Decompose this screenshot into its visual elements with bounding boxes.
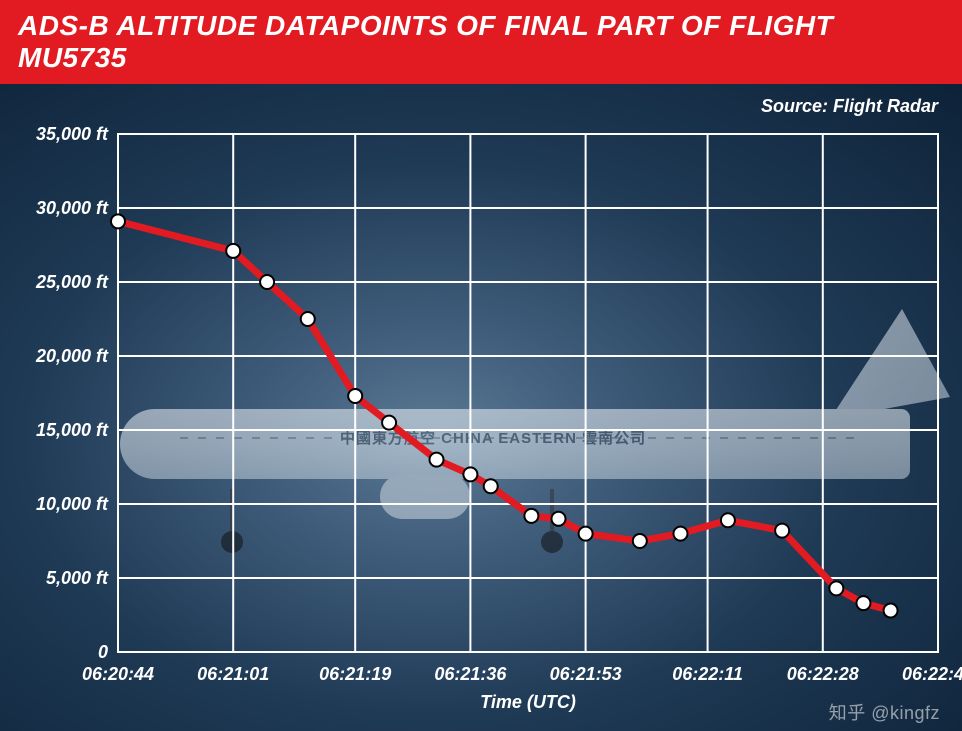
- data-point: [721, 513, 735, 527]
- data-point: [430, 453, 444, 467]
- x-tick-label: 06:21:36: [434, 664, 507, 684]
- y-tick-label: 10,000 ft: [36, 494, 109, 514]
- y-tick-label: 0: [98, 642, 108, 662]
- data-point: [579, 527, 593, 541]
- data-point: [226, 244, 240, 258]
- title-bar: ADS-B ALTITUDE DATAPOINTS OF FINAL PART …: [0, 0, 962, 84]
- y-tick-label: 15,000 ft: [36, 420, 109, 440]
- data-point: [884, 604, 898, 618]
- chart-area: 中國東方航空 CHINA EASTERN 雲南公司 Source: Flight…: [0, 84, 962, 731]
- line-chart: 0 5,000 ft 10,000 ft 15,000 ft 20,000 ft 25,0…: [0, 84, 962, 731]
- x-axis-label: Time (UTC): [480, 692, 576, 712]
- y-tick-label: 20,000 ft: [35, 346, 109, 366]
- x-tick-label: 06:21:19: [319, 664, 391, 684]
- source-label: Source: Flight Radar: [761, 96, 938, 117]
- watermark: 知乎 @kingfz: [829, 699, 940, 725]
- x-tick-label: 06:21:01: [197, 664, 269, 684]
- data-point: [524, 509, 538, 523]
- x-tick-label: 06:22:28: [787, 664, 859, 684]
- x-tick-label: 06:22:45: [902, 664, 962, 684]
- data-point: [260, 275, 274, 289]
- data-point: [551, 512, 565, 526]
- y-tick-label: 5,000 ft: [46, 568, 109, 588]
- y-tick-label: 25,000 ft: [35, 272, 109, 292]
- data-point: [348, 389, 362, 403]
- data-point: [775, 524, 789, 538]
- y-tick-label: 35,000 ft: [36, 124, 109, 144]
- x-tick-label: 06:22:11: [672, 664, 743, 684]
- data-point: [484, 479, 498, 493]
- data-point: [673, 527, 687, 541]
- data-point: [301, 312, 315, 326]
- data-point: [463, 467, 477, 481]
- data-point: [633, 534, 647, 548]
- data-point: [382, 416, 396, 430]
- data-point: [829, 581, 843, 595]
- chart-title: ADS-B ALTITUDE DATAPOINTS OF FINAL PART …: [18, 10, 944, 74]
- data-point: [111, 214, 125, 228]
- y-tick-label: 30,000 ft: [36, 198, 109, 218]
- data-point: [856, 596, 870, 610]
- x-tick-label: 06:20:44: [82, 664, 154, 684]
- x-tick-label: 06:21:53: [550, 664, 622, 684]
